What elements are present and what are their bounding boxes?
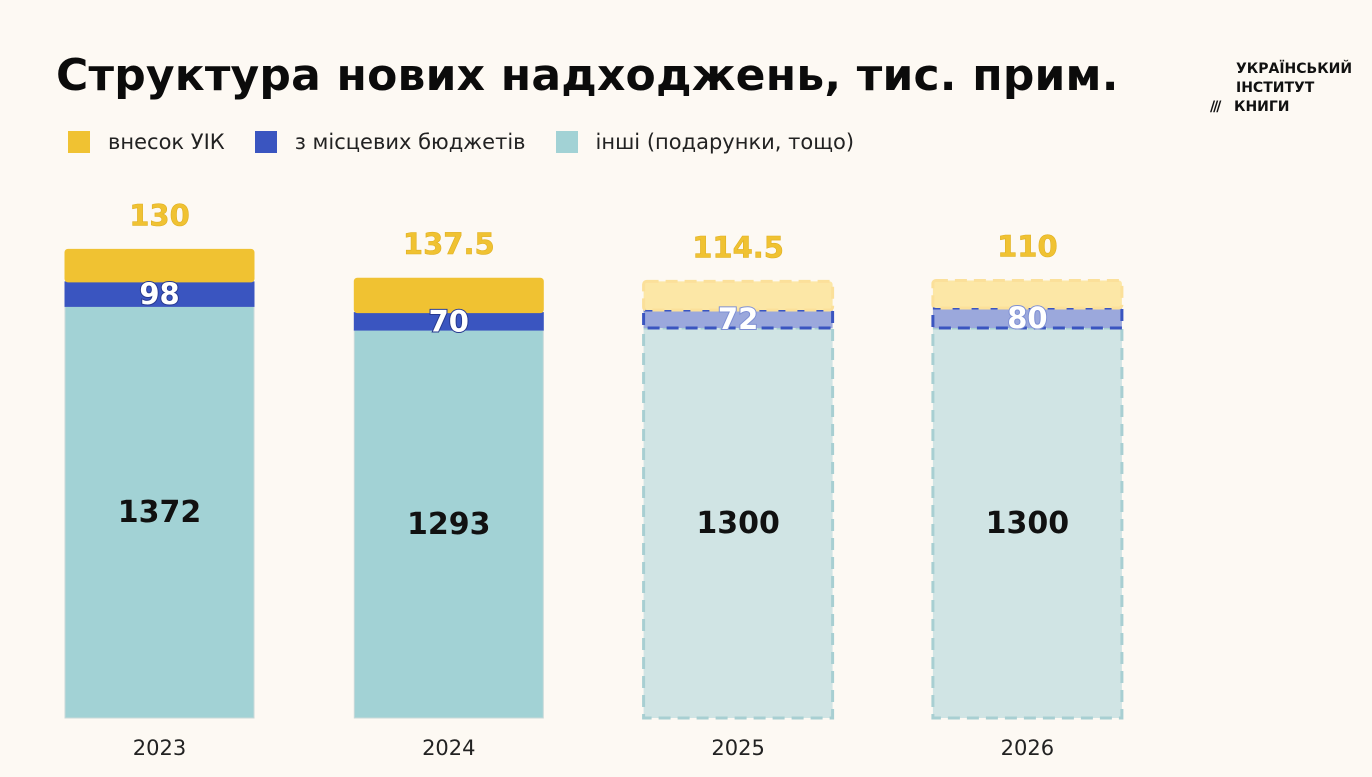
data-label-uik-2026: 110 (997, 230, 1058, 264)
logo-word-knyhy: КНИГИ (1234, 99, 1290, 115)
legend-swatch-uik (68, 131, 90, 153)
legend-swatch-other (555, 131, 578, 153)
data-label-other-2026: 1300 (986, 506, 1070, 541)
bar-local-2026 (931, 306, 1124, 330)
logo-slashes-icon: /// (1210, 99, 1221, 115)
x-tick-label-2026: 2026 (1001, 736, 1054, 760)
bar-local-2025 (642, 308, 835, 330)
data-label-other-2024: 1293 (407, 507, 491, 542)
logo-line-2: ІНСТИТУТ (1236, 80, 1315, 96)
legend-swatch-local (254, 131, 277, 153)
page-title: Структура нових надходжень, тис. прим. (56, 50, 1119, 101)
bar-other-2025 (642, 326, 835, 720)
legend-label-uik: внесок УІК (108, 130, 225, 154)
data-label-other-2023: 1372 (118, 495, 202, 530)
bar-uik-2025 (642, 279, 835, 312)
data-label-local-2024: 70 (429, 304, 469, 338)
data-label-other-2025: 1300 (696, 506, 780, 541)
legend-label-other: інші (подарунки, тощо) (595, 130, 855, 154)
x-tick-label-2024: 2024 (422, 736, 475, 760)
data-label-local-2023: 98 (139, 277, 179, 311)
logo-line-3: /// КНИГИ (1210, 98, 1352, 117)
bar-other-2023 (64, 305, 255, 719)
chart-legend: внесок УІК з місцевих бюджетів інші (под… (68, 130, 884, 154)
legend-item-uik: внесок УІК (68, 130, 225, 154)
data-label-local-2026: 80 (1007, 301, 1047, 335)
logo-line-1: УКРАЇНСЬКИЙ (1236, 61, 1353, 77)
bar-uik-2024 (353, 277, 544, 314)
data-label-uik-2024: 137.5 (403, 227, 495, 261)
x-tick-label-2025: 2025 (711, 736, 764, 760)
institute-logo: УКРАЇНСЬКИЙ ІНСТИТУТ /// КНИГИ (1210, 60, 1352, 117)
legend-label-local: з місцевих бюджетів (294, 130, 526, 154)
x-tick-label-2023: 2023 (133, 736, 186, 760)
bar-uik-2023 (64, 248, 255, 283)
data-label-uik-2025: 114.5 (692, 230, 784, 264)
bar-other-2026 (931, 326, 1124, 720)
data-label-uik-2023: 130 (129, 198, 190, 232)
legend-item-local: з місцевих бюджетів (254, 130, 526, 154)
legend-item-other: інші (подарунки, тощо) (555, 130, 855, 154)
data-label-local-2025: 72 (718, 302, 758, 336)
bar-uik-2026 (931, 279, 1124, 310)
